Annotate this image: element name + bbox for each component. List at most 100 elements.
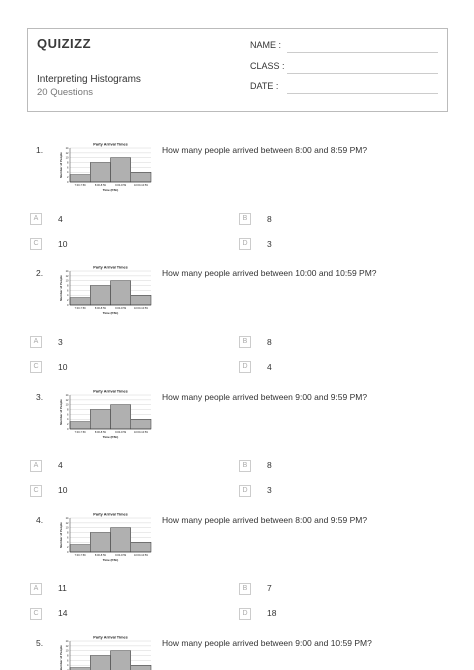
x-tick-label: 9:00-9:59 [115,306,127,310]
bar [110,404,131,429]
option-letter: D [239,484,251,497]
y-axis-title: Number of People [59,522,63,548]
option-text: 8 [267,460,272,471]
option-text: 7 [267,583,272,594]
option-text: 18 [267,608,277,619]
y-tick-label: 14 [66,392,69,396]
y-tick-label: 12 [66,521,69,525]
histogram: Party Arrival Times024681012147:00-7:598… [59,636,152,670]
option-letter: D [239,238,251,250]
y-tick-label: 4 [67,540,69,544]
title: Interpreting Histograms [37,74,141,85]
y-tick-label: 8 [67,284,69,288]
header-box [27,28,448,112]
y-tick-label: 12 [66,397,69,401]
y-tick-label: 14 [66,269,69,273]
y-tick-label: 4 [67,293,69,297]
bar [130,172,152,183]
x-axis-title: Time (P.M.) [103,311,119,315]
x-tick-label: 9:00-9:59 [115,430,127,434]
bar [110,527,131,553]
x-tick-label: 8:00-8:59 [95,553,107,557]
y-tick-label: 0 [67,550,69,554]
x-tick-label: 8:00-8:59 [95,306,107,310]
option-letter: B [239,336,251,349]
x-tick-label: 10:00-10:59 [134,430,148,434]
y-tick-label: 10 [66,156,69,160]
question-text: How many people arrived between 8:00 and… [162,514,368,525]
option-letter: A [30,582,42,595]
y-tick-label: 14 [66,146,69,150]
bar [110,280,131,306]
option-text: 3 [267,238,272,249]
option-text: 4 [58,460,63,471]
x-tick-label: 10:00-10:59 [134,553,148,557]
bar [110,650,131,670]
option-letter: C [30,607,42,620]
y-tick-label: 2 [67,175,69,179]
figure-title: Party Arrival Times [93,636,127,640]
bar [130,665,152,670]
field-line [287,72,438,74]
option-letter: B [239,213,251,225]
question-text: How many people arrived between 10:00 an… [162,268,377,279]
y-tick-label: 12 [66,151,69,155]
y-tick-label: 0 [67,303,69,307]
x-axis-title: Time (P.M.) [103,188,119,192]
y-axis-title: Number of People [59,152,63,178]
option-letter: D [239,607,251,620]
x-tick-label: 10:00-10:59 [134,306,148,310]
option-text: 8 [267,336,272,347]
y-tick-label: 2 [67,545,69,549]
y-tick-label: 6 [67,165,69,169]
x-tick-label: 10:00-10:59 [134,183,148,187]
y-tick-label: 14 [66,516,69,520]
option-text: 4 [58,213,63,224]
option-letter: A [30,459,42,472]
y-tick-label: 0 [67,426,69,430]
y-tick-label: 8 [67,654,69,658]
y-tick-label: 6 [67,289,69,293]
option-letter: C [30,361,42,374]
y-tick-label: 12 [66,274,69,278]
subtitle: 20 Questions [37,87,93,98]
figure-title: Party Arrival Times [93,389,127,393]
y-tick-label: 4 [67,417,69,421]
question-number: 1. [36,145,44,155]
bar [90,285,111,306]
y-tick-label: 0 [67,180,69,184]
logo: QUIZIZZ [37,36,92,51]
option-text: 8 [267,213,272,224]
bar [130,295,152,306]
option-text: 14 [58,608,68,619]
y-tick-label: 2 [67,422,69,426]
x-tick-label: 7:00-7:59 [75,306,87,310]
option-letter: A [30,213,42,225]
bar [69,667,91,670]
y-tick-label: 14 [66,639,69,643]
x-tick-label: 9:00-9:59 [115,553,127,557]
figure-title: Party Arrival Times [93,266,127,270]
bar [90,655,111,670]
bar [90,408,111,429]
bar [69,421,91,429]
option-text: 10 [58,238,68,249]
y-tick-label: 8 [67,407,69,411]
y-tick-label: 6 [67,535,69,539]
x-tick-label: 8:00-8:59 [95,183,107,187]
bar [69,297,91,306]
y-axis-title: Number of People [59,645,63,670]
y-tick-label: 4 [67,170,69,174]
bar [130,418,152,429]
y-tick-label: 10 [66,526,69,530]
option-text: 4 [267,361,272,372]
y-tick-label: 8 [67,160,69,164]
bar [69,544,91,553]
x-tick-label: 9:00-9:59 [115,183,127,187]
x-tick-label: 7:00-7:59 [75,553,87,557]
y-tick-label: 8 [67,530,69,534]
